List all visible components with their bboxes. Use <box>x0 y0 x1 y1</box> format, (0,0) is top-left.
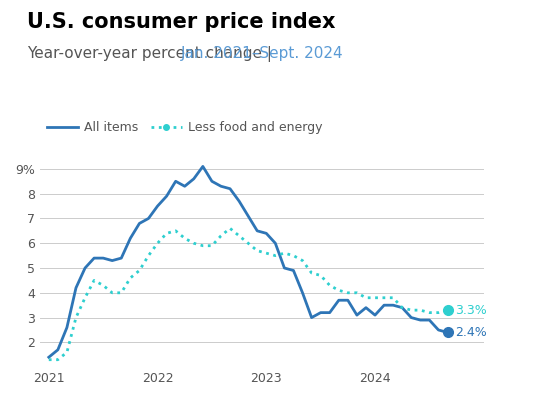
Text: 3.3%: 3.3% <box>455 304 486 317</box>
Text: Jan. 2021–Sept. 2024: Jan. 2021–Sept. 2024 <box>181 46 344 61</box>
Text: 2.4%: 2.4% <box>455 326 486 339</box>
Text: U.S. consumer price index: U.S. consumer price index <box>27 12 335 32</box>
Legend: All items, Less food and energy: All items, Less food and energy <box>42 116 328 140</box>
Text: Year-over-year percent change |: Year-over-year percent change | <box>27 46 277 62</box>
